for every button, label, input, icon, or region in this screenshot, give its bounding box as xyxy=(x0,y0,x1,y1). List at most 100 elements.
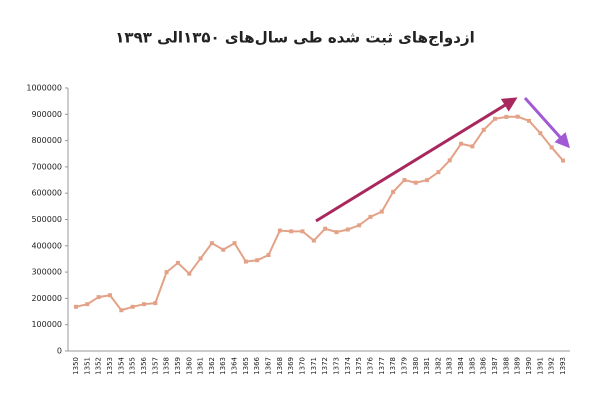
x-tick-label: 1384 xyxy=(457,356,465,374)
x-tick-label: 1356 xyxy=(140,356,148,374)
data-point xyxy=(311,238,316,243)
data-point xyxy=(141,302,146,307)
data-point xyxy=(481,127,486,132)
x-tick-label: 1386 xyxy=(480,356,488,374)
x-tick-label: 1373 xyxy=(332,357,340,375)
data-point xyxy=(221,247,226,252)
y-tick-label: 1000000 xyxy=(26,84,62,93)
data-point xyxy=(153,301,158,306)
x-tick-label: 1392 xyxy=(548,357,556,375)
y-tick-label: 500000 xyxy=(31,215,62,224)
x-tick-label: 1357 xyxy=(151,357,159,375)
x-tick-label: 1387 xyxy=(491,357,499,375)
data-point xyxy=(402,178,407,183)
x-tick-label: 1372 xyxy=(321,357,329,375)
data-point xyxy=(96,295,101,300)
x-tick-label: 1371 xyxy=(310,357,318,375)
data-point xyxy=(300,229,305,234)
data-point xyxy=(323,226,328,231)
x-tick-label: 1388 xyxy=(502,357,510,375)
x-tick-label: 1364 xyxy=(231,356,239,374)
y-tick-label: 800000 xyxy=(31,136,62,145)
data-point xyxy=(357,223,362,228)
x-tick-label: 1370 xyxy=(299,357,307,375)
x-tick-label: 1385 xyxy=(468,357,476,375)
data-point xyxy=(515,114,520,119)
x-tick-label: 1355 xyxy=(129,357,137,375)
data-point xyxy=(209,241,214,246)
data-point xyxy=(107,293,112,298)
data-point xyxy=(85,302,90,307)
trend-arrow xyxy=(315,97,518,223)
data-point xyxy=(436,170,441,175)
x-tick-label: 1389 xyxy=(514,357,522,375)
x-tick-label: 1369 xyxy=(287,357,295,375)
x-tick-label: 1367 xyxy=(265,357,273,375)
data-point xyxy=(198,256,203,261)
y-tick-label: 100000 xyxy=(31,320,62,329)
x-tick-label: 1352 xyxy=(95,357,103,375)
y-tick-label: 600000 xyxy=(31,189,62,198)
x-tick-label: 1362 xyxy=(208,357,216,375)
data-point xyxy=(413,180,418,185)
data-point xyxy=(164,270,169,275)
y-tick-label: 700000 xyxy=(31,162,62,171)
data-point xyxy=(130,304,135,309)
x-tick-label: 1383 xyxy=(446,357,454,375)
data-point xyxy=(527,118,532,123)
x-tick-label: 1380 xyxy=(412,357,420,375)
x-tick-label: 1353 xyxy=(106,357,114,375)
x-tick-label: 1361 xyxy=(197,357,205,375)
x-tick-label: 1381 xyxy=(423,357,431,375)
x-tick-label: 1378 xyxy=(389,357,397,375)
data-point xyxy=(266,253,271,258)
x-tick-label: 1366 xyxy=(253,356,261,374)
chart-title: ازدواج‌های ثبت شده طی سال‌های ۱۳۵۰الی ۱۳… xyxy=(115,29,474,47)
data-point xyxy=(504,114,509,119)
x-tick-label: 1363 xyxy=(219,357,227,375)
x-tick-label: 1376 xyxy=(366,356,374,374)
trend-arrow xyxy=(523,96,571,149)
data-point xyxy=(493,116,498,121)
data-point xyxy=(470,144,475,149)
data-point xyxy=(561,158,565,163)
data-point xyxy=(447,158,452,163)
data-point xyxy=(345,227,350,232)
x-tick-label: 1351 xyxy=(83,357,91,375)
data-point xyxy=(175,260,180,265)
data-point xyxy=(549,145,554,150)
x-tick-label: 1358 xyxy=(163,357,171,375)
x-tick-label: 1350 xyxy=(72,357,80,375)
x-tick-label: 1360 xyxy=(185,357,193,375)
x-tick-label: 1354 xyxy=(117,356,125,374)
y-tick-label: 200000 xyxy=(31,294,62,303)
data-point xyxy=(277,228,282,233)
x-tick-label: 1375 xyxy=(355,357,363,375)
x-tick-label: 1390 xyxy=(525,357,533,375)
y-tick-label: 900000 xyxy=(31,110,62,119)
x-tick-label: 1359 xyxy=(174,357,182,375)
data-point xyxy=(459,141,464,146)
x-tick-label: 1365 xyxy=(242,357,250,375)
data-point xyxy=(391,189,396,194)
data-point xyxy=(74,304,78,309)
y-tick-label: 400000 xyxy=(31,241,62,250)
data-point xyxy=(255,258,260,263)
data-point xyxy=(425,178,430,183)
data-point xyxy=(232,241,237,246)
data-point xyxy=(368,214,373,219)
x-tick-label: 1368 xyxy=(276,357,284,375)
x-tick-label: 1382 xyxy=(434,357,442,375)
x-tick-label: 1379 xyxy=(400,357,408,375)
data-point xyxy=(289,229,294,234)
y-tick-label: 0 xyxy=(57,347,62,356)
x-tick-label: 1393 xyxy=(559,357,567,375)
data-point xyxy=(334,230,339,235)
data-point xyxy=(379,209,384,214)
x-tick-label: 1377 xyxy=(378,357,386,375)
data-line xyxy=(75,115,564,312)
x-tick-label: 1391 xyxy=(536,357,544,375)
y-tick-label: 300000 xyxy=(31,268,62,277)
data-point xyxy=(243,259,248,264)
